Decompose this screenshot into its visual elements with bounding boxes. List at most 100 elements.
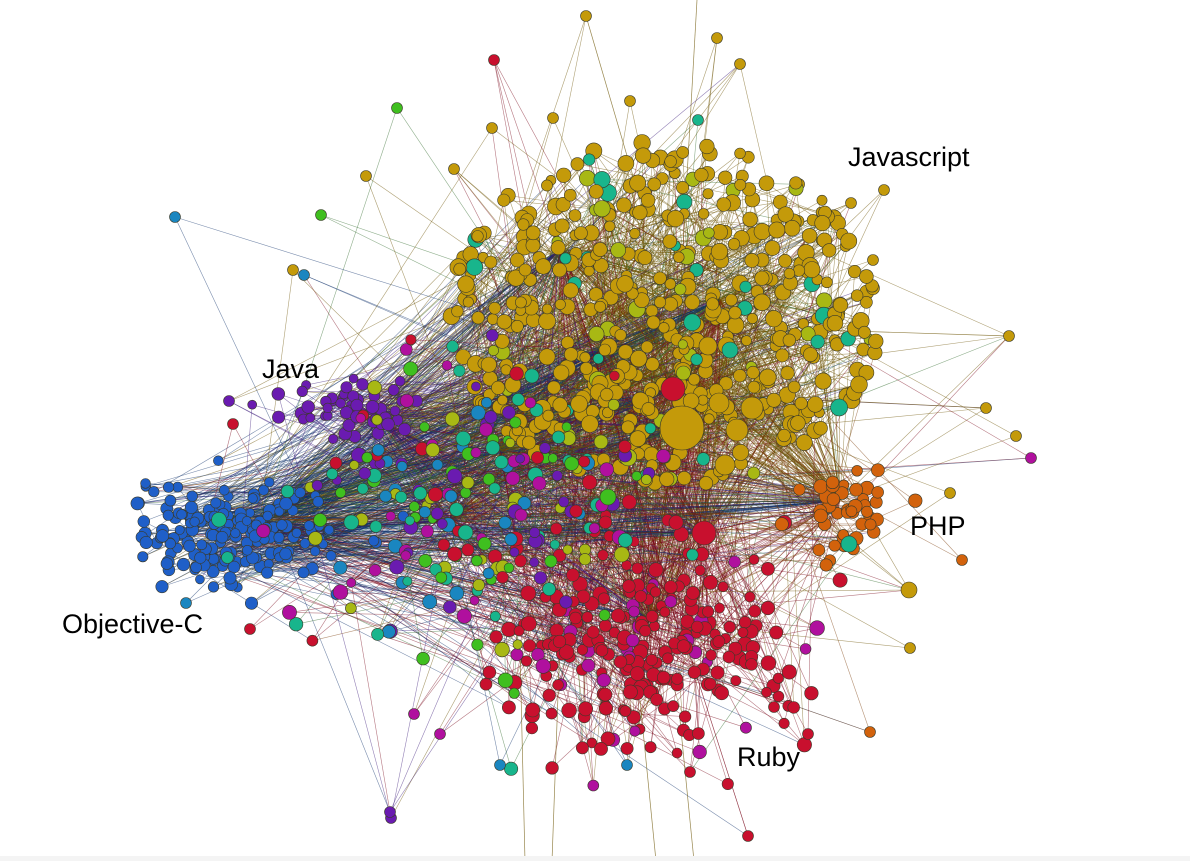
network-node [498, 516, 512, 530]
network-edge [703, 429, 738, 534]
network-node [497, 193, 511, 207]
network-node [698, 336, 718, 356]
network-node [325, 550, 337, 562]
network-node [578, 455, 590, 468]
network-node [718, 376, 733, 391]
network-node [496, 314, 512, 330]
network-node [365, 400, 380, 414]
network-node [164, 494, 177, 507]
network-node [753, 293, 771, 311]
network-edge [526, 435, 911, 649]
network-node [358, 467, 371, 480]
network-node [461, 543, 475, 557]
network-node [451, 305, 464, 318]
network-node [760, 655, 777, 671]
network-node [646, 315, 661, 330]
network-node [514, 554, 527, 568]
network-node [346, 577, 357, 588]
network-node [256, 523, 271, 538]
network-node [381, 417, 395, 431]
network-node [264, 477, 275, 488]
network-node [579, 170, 596, 187]
network-node [598, 701, 614, 716]
network-node [195, 574, 205, 585]
network-edge [186, 235, 478, 533]
network-node [592, 242, 608, 257]
network-node [137, 551, 149, 563]
network-edge [191, 249, 561, 508]
network-node [703, 227, 715, 239]
network-node [668, 515, 684, 530]
network-node [768, 701, 780, 713]
network-node [524, 396, 537, 409]
network-node [592, 353, 604, 365]
network-node [737, 627, 749, 638]
network-node [494, 455, 509, 469]
network-node [697, 208, 710, 220]
network-node [539, 442, 551, 454]
network-node [721, 341, 739, 359]
network-node [509, 547, 520, 558]
network-node [413, 486, 428, 501]
label-java: Java [262, 354, 320, 384]
network-node [552, 397, 568, 413]
network-node [427, 487, 443, 502]
network-node [497, 394, 508, 406]
network-node [610, 242, 627, 258]
network-node [550, 240, 566, 256]
network-node [227, 418, 239, 430]
network-node [244, 623, 256, 635]
network-node [538, 348, 556, 366]
network-node [630, 350, 648, 368]
network-node [667, 700, 680, 712]
network-node [184, 500, 198, 514]
network-node [878, 184, 890, 196]
network-node [656, 670, 671, 685]
network-node [552, 262, 567, 278]
network-node [684, 766, 696, 778]
network-node [387, 384, 400, 396]
network-node [435, 571, 448, 584]
network-node [802, 728, 814, 740]
network-node [568, 209, 582, 222]
network-node [137, 515, 151, 528]
network-edge [153, 249, 561, 492]
network-node [512, 639, 523, 650]
network-node [828, 539, 841, 552]
network-node [692, 114, 704, 126]
network-edge [744, 307, 910, 591]
network-node [462, 296, 474, 308]
network-node [507, 269, 525, 287]
network-edge [703, 402, 720, 534]
network-node [400, 550, 411, 561]
network-node [271, 387, 285, 401]
network-edge [559, 249, 861, 322]
network-edge [649, 37, 718, 621]
network-node [559, 252, 572, 265]
network-node [666, 210, 685, 228]
network-edge [703, 499, 834, 534]
network-node [691, 520, 717, 546]
network-node [298, 269, 310, 281]
network-edge [597, 499, 841, 506]
network-node [804, 686, 819, 701]
network-node [864, 518, 877, 531]
network-node [489, 630, 503, 644]
network-edge [513, 279, 531, 694]
network-edge [312, 299, 721, 641]
network-node [640, 340, 654, 354]
network-node [587, 779, 600, 792]
network-node [446, 340, 459, 353]
network-node [598, 687, 613, 702]
network-node [641, 474, 652, 485]
network-node [741, 335, 752, 347]
network-node [488, 54, 500, 66]
network-node [680, 614, 695, 629]
network-node [487, 344, 499, 356]
network-node [772, 672, 784, 684]
network-node [653, 271, 667, 285]
network-edge [320, 214, 671, 335]
network-node [554, 218, 570, 234]
network-node [847, 265, 862, 279]
network-node [305, 412, 316, 423]
